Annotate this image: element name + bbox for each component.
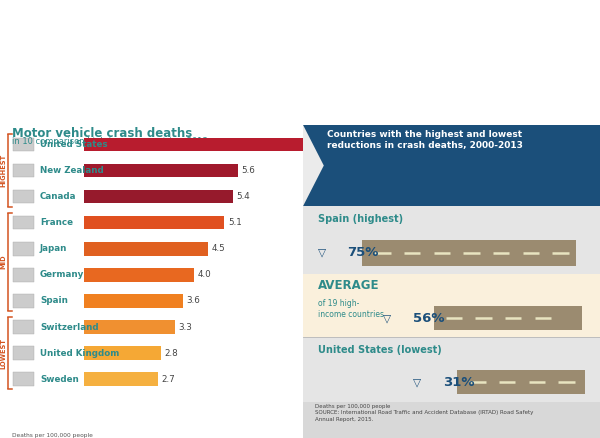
FancyBboxPatch shape <box>13 294 34 308</box>
FancyBboxPatch shape <box>13 320 34 334</box>
FancyBboxPatch shape <box>362 240 576 266</box>
FancyBboxPatch shape <box>13 242 34 256</box>
Bar <box>84 372 158 386</box>
Text: Deaths per 100,000 people
SOURCE: WHO Global Status Report on Road Safety, 2015.: Deaths per 100,000 people SOURCE: WHO Gl… <box>13 433 185 438</box>
Text: Motor vehicle crash deaths: Motor vehicle crash deaths <box>13 127 193 141</box>
Bar <box>84 190 233 203</box>
Text: 56%: 56% <box>413 312 445 325</box>
FancyBboxPatch shape <box>13 346 34 360</box>
Text: 3.3: 3.3 <box>178 322 192 332</box>
Text: LOWEST: LOWEST <box>0 338 6 369</box>
Text: HIGHEST: HIGHEST <box>0 154 6 187</box>
Bar <box>84 346 161 360</box>
Text: 10.3: 10.3 <box>371 140 391 149</box>
Text: 4.5: 4.5 <box>211 244 225 253</box>
Text: ▽: ▽ <box>413 378 421 388</box>
FancyBboxPatch shape <box>457 370 585 394</box>
FancyBboxPatch shape <box>13 268 34 282</box>
Text: 2.7: 2.7 <box>161 375 175 384</box>
Polygon shape <box>303 125 324 206</box>
Text: France: France <box>40 218 73 227</box>
Text: of 19 high-
income countries: of 19 high- income countries <box>318 299 384 319</box>
Bar <box>84 138 368 151</box>
FancyBboxPatch shape <box>13 372 34 386</box>
Text: United Kingdom: United Kingdom <box>40 349 119 358</box>
Bar <box>84 320 175 334</box>
Text: Switzerland: Switzerland <box>40 322 98 332</box>
Bar <box>84 164 238 177</box>
Text: ▽: ▽ <box>383 313 391 323</box>
Text: Road traffic deaths in the US and other: Road traffic deaths in the US and other <box>15 13 431 32</box>
Text: 3.6: 3.6 <box>187 297 200 305</box>
Text: in 10 comparison high-income countries, 2013: in 10 comparison high-income countries, … <box>13 137 208 145</box>
Text: Canada: Canada <box>40 192 76 201</box>
Text: Sweden: Sweden <box>40 375 79 384</box>
Text: Spain: Spain <box>40 297 68 305</box>
Bar <box>84 216 224 230</box>
FancyBboxPatch shape <box>13 190 34 203</box>
Bar <box>84 294 183 308</box>
FancyBboxPatch shape <box>303 337 600 402</box>
Text: ▽: ▽ <box>318 247 326 257</box>
Text: Countries with the highest and lowest
reductions in crash deaths, 2000-2013: Countries with the highest and lowest re… <box>327 130 523 150</box>
Text: Deaths per 100,000 people
SOURCE: International Road Traffic and Accident Databa: Deaths per 100,000 people SOURCE: Intern… <box>315 403 533 422</box>
FancyBboxPatch shape <box>434 306 582 330</box>
Bar <box>84 268 194 282</box>
Text: New Zealand: New Zealand <box>40 166 104 175</box>
Text: 5.6: 5.6 <box>242 166 256 175</box>
Text: 75%: 75% <box>347 246 379 259</box>
Text: 31%: 31% <box>443 376 474 389</box>
Text: Japan: Japan <box>40 244 67 253</box>
Text: Spain (highest): Spain (highest) <box>318 214 403 224</box>
Text: 5.1: 5.1 <box>228 218 242 227</box>
Text: AVERAGE: AVERAGE <box>318 279 379 292</box>
FancyBboxPatch shape <box>13 216 34 230</box>
Text: 5.4: 5.4 <box>236 192 250 201</box>
Text: 4.0: 4.0 <box>197 270 211 279</box>
Text: MID: MID <box>0 254 6 269</box>
Polygon shape <box>150 31 600 125</box>
FancyBboxPatch shape <box>303 125 600 206</box>
Text: high-income countries.: high-income countries. <box>15 60 258 79</box>
Text: United States (lowest): United States (lowest) <box>318 345 442 355</box>
Text: Germany: Germany <box>40 270 85 279</box>
Text: United States: United States <box>40 140 107 149</box>
FancyBboxPatch shape <box>303 402 600 438</box>
FancyBboxPatch shape <box>303 206 600 274</box>
FancyBboxPatch shape <box>303 274 600 337</box>
FancyBboxPatch shape <box>13 164 34 177</box>
Bar <box>84 242 208 256</box>
Text: 2.8: 2.8 <box>164 349 178 358</box>
FancyBboxPatch shape <box>13 138 34 151</box>
